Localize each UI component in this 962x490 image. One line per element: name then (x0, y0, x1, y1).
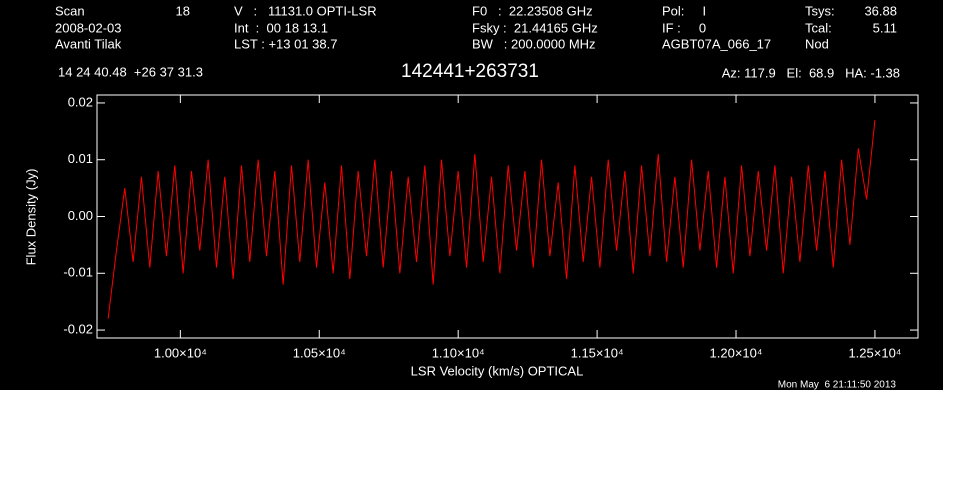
header-text: Pol: I (662, 3, 706, 18)
y-tick-label: 0.02 (68, 94, 93, 109)
header-text: IF : 0 (662, 20, 706, 35)
header-text: V : 11131.0 OPTI-LSR (234, 3, 377, 18)
header-text: Avanti Tilak (55, 36, 122, 51)
chart-title: 142441+263731 (401, 61, 539, 82)
header-text: 5.11 (873, 20, 897, 35)
header-text: 2008-02-03 (55, 20, 122, 35)
x-axis-label: LSR Velocity (km/s) OPTICAL (411, 363, 584, 378)
header-text: LST : +13 01 38.7 (234, 36, 337, 51)
x-tick-label: 1.25×10⁴ (848, 345, 901, 360)
header-text: AGBT07A_066_17 (662, 36, 771, 51)
x-tick-label: 1.00×10⁴ (154, 345, 207, 360)
y-tick-label: 0.01 (68, 151, 93, 166)
header-text: 36.88 (864, 3, 897, 18)
header-text: Nod (805, 36, 829, 51)
y-tick-label: -0.01 (63, 265, 93, 280)
y-axis-label: Flux Density (Jy) (23, 169, 38, 266)
header-text: Fsky : 21.44165 GHz (472, 20, 598, 35)
header-text: F0 : 22.23508 GHz (472, 3, 593, 18)
axes (96, 94, 919, 339)
timestamp: Mon May 6 21:11:50 2013 (778, 380, 897, 391)
header-text: Scan (55, 3, 85, 18)
spectrum-line (107, 119, 876, 319)
x-tick-label: 1.20×10⁴ (710, 345, 763, 360)
y-tick-label: 0.00 (68, 208, 93, 223)
header-text: 18 (176, 3, 190, 18)
pointing: Az: 117.9 El: 68.9 HA: -1.38 (722, 65, 900, 80)
header-text: Tsys: (805, 3, 835, 18)
header-text: Tcal: (805, 20, 832, 35)
y-tick-label: -0.02 (63, 321, 93, 336)
x-tick-label: 1.05×10⁴ (293, 345, 346, 360)
header-text: BW : 200.0000 MHz (472, 36, 596, 51)
x-tick-label: 1.15×10⁴ (571, 345, 624, 360)
x-tick-label: 1.10×10⁴ (432, 345, 485, 360)
header-text: Int : 00 18 13.1 (234, 20, 328, 35)
coordinates: 14 24 40.48 +26 37 31.3 (58, 64, 203, 79)
